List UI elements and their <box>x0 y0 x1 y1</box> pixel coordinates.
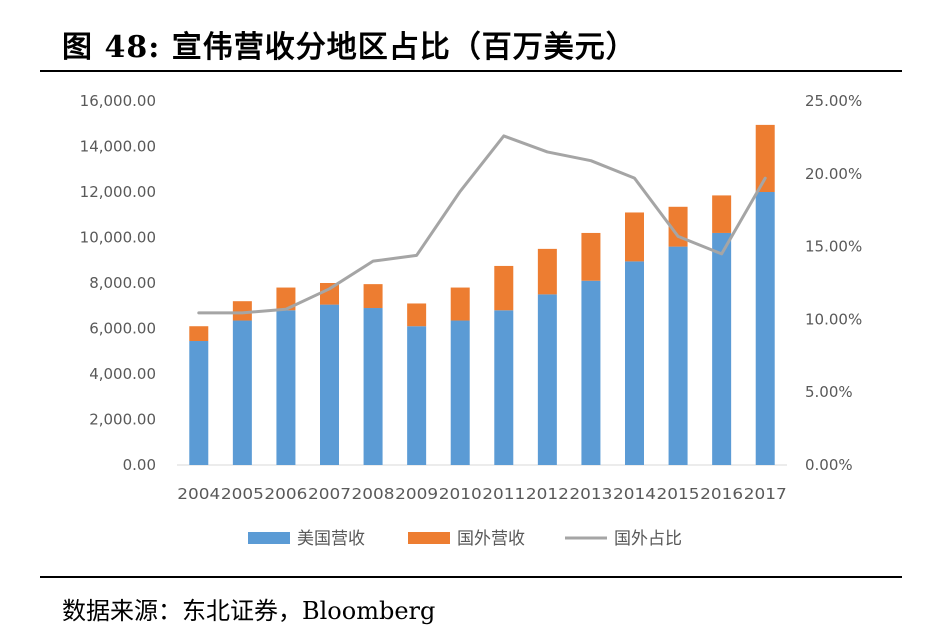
y-axis-left: 0.00 2,000.00 4,000.00 6,000.00 8,000.00 10,0… <box>80 92 156 474</box>
x-tick-label: 2013 <box>569 485 612 503</box>
legend-label: 国外占比 <box>614 529 682 549</box>
line-series <box>197 134 767 315</box>
y-left-tick-label: 2,000.00 <box>89 411 156 429</box>
top-rule <box>40 70 902 72</box>
bar-foreign-revenue <box>320 283 339 305</box>
legend-swatch-us-revenue <box>248 532 290 544</box>
x-tick-label: 2007 <box>308 485 351 503</box>
bar-us-revenue <box>537 294 557 465</box>
y-axis-right: 0.00% 5.00% 10.00% 15.00% 20.00% 25.00% <box>805 92 862 474</box>
y-right-tick-label: 10.00% <box>805 310 862 328</box>
bar-us-revenue <box>407 326 427 465</box>
x-tick-label: 2010 <box>439 485 482 503</box>
y-left-tick-label: 12,000.00 <box>80 183 156 201</box>
y-right-tick-label: 5.00% <box>805 383 853 401</box>
x-tick-label: 2017 <box>744 485 787 503</box>
bar-foreign-revenue <box>450 287 470 321</box>
bottom-rule <box>40 576 902 578</box>
y-left-tick-label: 8,000.00 <box>89 274 156 292</box>
y-left-tick-label: 6,000.00 <box>89 320 156 338</box>
y-left-tick-label: 10,000.00 <box>80 229 156 247</box>
bar-foreign-revenue <box>494 265 514 311</box>
legend-label: 国外营收 <box>457 529 525 549</box>
bar-us-revenue <box>668 246 688 465</box>
bar-foreign-revenue <box>363 284 383 309</box>
bar-us-revenue <box>581 280 601 465</box>
y-left-tick-label: 14,000.00 <box>80 138 156 156</box>
bar-foreign-revenue <box>581 232 601 281</box>
legend: 美国营收 国外营收 国外占比 <box>248 529 682 549</box>
bar-us-revenue <box>712 232 732 465</box>
bar-us-revenue <box>276 310 296 465</box>
foreign-share-line <box>197 134 767 315</box>
y-left-tick-label: 4,000.00 <box>89 365 156 383</box>
bar-us-revenue <box>755 192 775 465</box>
x-tick-label: 2004 <box>177 485 220 503</box>
figure-title: 图 48: 宣伟营收分地区占比（百万美元） <box>62 30 637 65</box>
y-left-tick-label: 0.00 <box>123 456 156 474</box>
bar-foreign-revenue <box>712 195 732 233</box>
bar-foreign-revenue <box>755 124 775 192</box>
y-right-tick-label: 0.00% <box>805 456 853 474</box>
x-tick-label: 2005 <box>221 485 264 503</box>
y-right-tick-label: 20.00% <box>805 165 862 183</box>
bar-us-revenue <box>363 308 383 465</box>
x-tick-label: 2008 <box>352 485 395 503</box>
bar-series <box>189 124 775 465</box>
bar-us-revenue <box>450 320 470 465</box>
bar-us-revenue <box>625 261 644 465</box>
x-tick-label: 2014 <box>613 485 656 503</box>
x-tick-label: 2015 <box>657 485 700 503</box>
data-source: 数据来源：东北证券，Bloomberg <box>62 597 436 625</box>
x-tick-label: 2012 <box>526 485 569 503</box>
bar-us-revenue <box>232 320 252 465</box>
bar-us-revenue <box>494 310 514 465</box>
bar-foreign-revenue <box>407 303 427 327</box>
combo-chart: 0.00 2,000.00 4,000.00 6,000.00 8,000.00 10,0… <box>80 92 863 549</box>
x-tick-label: 2006 <box>264 485 307 503</box>
bar-foreign-revenue <box>668 206 688 247</box>
x-tick-label: 2011 <box>482 485 525 503</box>
bar-foreign-revenue <box>232 301 252 321</box>
legend-swatch-foreign-revenue <box>408 532 450 544</box>
bar-foreign-revenue <box>276 287 296 311</box>
y-right-tick-label: 25.00% <box>805 92 862 110</box>
bar-foreign-revenue <box>625 212 644 262</box>
legend-label: 美国营收 <box>297 529 365 549</box>
bar-foreign-revenue <box>537 248 557 295</box>
x-axis: 2004 2005 2006 2007 2008 2009 2010 2011 2012 2013… <box>177 485 786 503</box>
bar-foreign-revenue <box>189 326 209 342</box>
x-tick-label: 2009 <box>395 485 438 503</box>
y-right-tick-label: 15.00% <box>805 238 862 256</box>
bar-us-revenue <box>189 341 209 465</box>
bar-us-revenue <box>320 304 339 465</box>
y-left-tick-label: 16,000.00 <box>80 92 156 110</box>
x-tick-label: 2016 <box>700 485 743 503</box>
